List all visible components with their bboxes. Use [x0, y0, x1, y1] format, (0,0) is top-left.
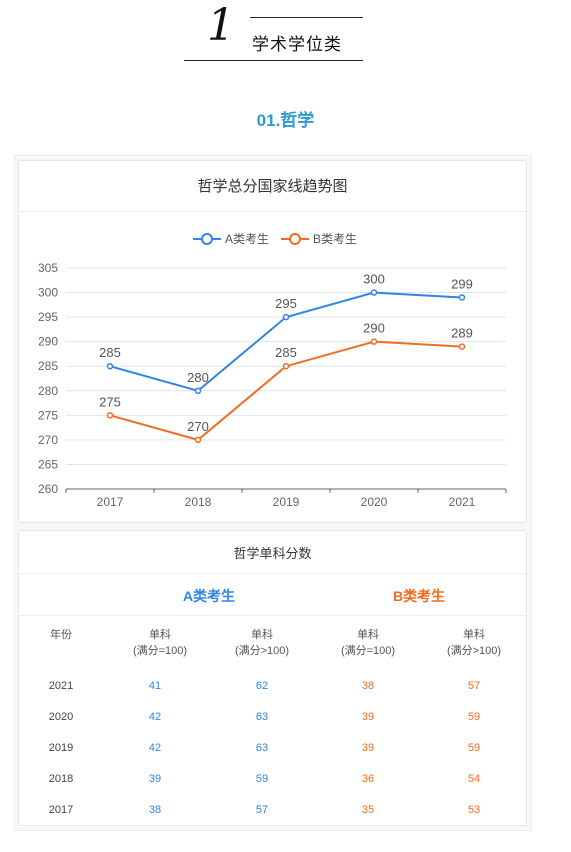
table-divider-top: [19, 573, 526, 574]
column-header-a1: 单科 (满分=100): [115, 627, 205, 659]
data-point: [458, 294, 466, 301]
data-point: [458, 343, 466, 350]
x-tick-label: 2018: [185, 495, 212, 509]
x-tick-label: 2017: [97, 495, 124, 509]
legend-swatch-marker: [201, 233, 213, 245]
column-header-sublabel: (满分=100): [340, 645, 396, 657]
chart-divider: [19, 211, 526, 212]
y-tick-label: 265: [38, 457, 58, 471]
column-header-b1: 单科 (满分=100): [323, 627, 413, 659]
data-label: 275: [99, 394, 121, 409]
cell-a-single-over100: 62: [255, 680, 269, 692]
column-header-sublabel: (满分=100): [132, 645, 188, 657]
column-header-sublabel: (满分>100): [446, 645, 502, 657]
legend-label: B类考生: [313, 232, 357, 246]
cell-b-single-100: 38: [361, 680, 375, 692]
category-number: 1: [207, 0, 235, 51]
table-title: 哲学单科分数: [233, 546, 312, 561]
category-title: 学术学位类: [252, 35, 342, 54]
cell-b-single-100: 39: [361, 742, 375, 754]
data-label: 270: [187, 419, 209, 434]
data-label: 300: [363, 272, 385, 287]
data-point: [370, 289, 378, 296]
cell-a-single-over100: 59: [255, 773, 269, 785]
column-header-label: 年份: [50, 629, 72, 641]
y-tick-label: 270: [38, 433, 58, 447]
y-tick-label: 300: [38, 286, 58, 300]
data-point: [194, 436, 202, 444]
data-label: 285: [99, 345, 121, 360]
y-tick-label: 260: [38, 482, 58, 496]
score-table-card: 哲学单科分数 A类考生 B类考生 年份 单科 (满分=100) 单科 (满分>1…: [18, 530, 527, 826]
data-label: 289: [451, 326, 473, 341]
data-point: [282, 313, 290, 321]
y-tick-label: 295: [38, 310, 58, 324]
cell-a-single-over100: 57: [255, 804, 269, 816]
cell-b-single-100: 39: [361, 711, 375, 723]
legend-swatch-marker: [289, 233, 301, 245]
cell-a-single-100: 41: [148, 680, 162, 692]
column-header-label: 单科: [357, 629, 379, 641]
data-point: [106, 362, 114, 370]
data-label: 299: [451, 276, 473, 291]
cell-b-single-over100: 53: [467, 804, 481, 816]
data-label: 290: [363, 321, 385, 336]
table-divider-groups: [19, 615, 526, 616]
column-header-year: 年份: [31, 627, 91, 643]
y-tick-label: 280: [38, 384, 58, 398]
column-header-label: 单科: [251, 629, 273, 641]
header-divider-bottom: [184, 60, 363, 61]
cell-b-single-over100: 57: [467, 680, 481, 692]
y-tick-label: 305: [38, 261, 58, 275]
cell-b-single-over100: 59: [467, 742, 481, 754]
cell-b-single-100: 35: [361, 804, 375, 816]
column-header-label: 单科: [463, 629, 485, 641]
legend-label: A类考生: [225, 232, 269, 246]
y-tick-label: 285: [38, 359, 58, 373]
chart-title: 哲学总分国家线趋势图: [197, 178, 348, 195]
column-header-sublabel: (满分>100): [234, 645, 290, 657]
line-chart: 260 265 270 275 280 285 290 295 300 305 2017 2018 20…: [38, 232, 507, 509]
data-label: 280: [187, 370, 209, 385]
chart-card: 哲学总分国家线趋势图 260 265 270 275 280 285 290 295 300 30…: [18, 160, 527, 523]
y-tick-label: 290: [38, 335, 58, 349]
cell-year: 2019: [48, 742, 74, 754]
cell-a-single-over100: 63: [255, 711, 269, 723]
cell-a-single-100: 39: [148, 773, 162, 785]
cell-year: 2018: [48, 773, 74, 785]
cell-a-single-100: 42: [148, 742, 162, 754]
cell-a-single-over100: 63: [255, 742, 269, 754]
column-header-a2: 单科 (满分>100): [217, 627, 307, 659]
cell-year: 2017: [48, 804, 74, 816]
cell-year: 2020: [48, 711, 74, 723]
x-tick-label: 2019: [273, 495, 300, 509]
cell-year: 2021: [48, 680, 74, 692]
data-point: [194, 387, 202, 395]
x-tick-label: 2020: [361, 495, 388, 509]
data-label: 295: [275, 296, 297, 311]
column-header-b2: 单科 (满分>100): [429, 627, 519, 659]
data-point: [370, 338, 378, 345]
section-header: 1 学术学位类: [0, 0, 571, 70]
group-b-heading: B类考生: [392, 588, 446, 604]
cell-a-single-100: 42: [148, 711, 162, 723]
cell-b-single-over100: 54: [467, 773, 481, 785]
data-point: [106, 412, 114, 419]
column-header-label: 单科: [149, 629, 171, 641]
cell-b-single-100: 36: [361, 773, 375, 785]
data-point: [282, 362, 290, 370]
cell-a-single-100: 38: [148, 804, 162, 816]
x-tick-label: 2021: [449, 495, 476, 509]
subject-title: 01.哲学: [256, 111, 315, 130]
y-tick-label: 275: [38, 408, 58, 422]
header-divider-top: [250, 17, 363, 18]
data-label: 285: [275, 345, 297, 360]
cell-b-single-over100: 59: [467, 711, 481, 723]
group-a-heading: A类考生: [182, 588, 236, 604]
